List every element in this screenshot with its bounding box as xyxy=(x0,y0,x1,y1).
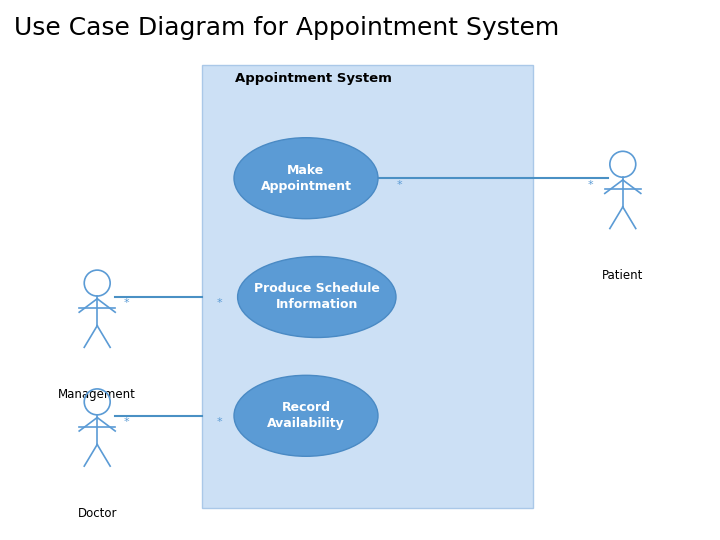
Text: Make
Appointment: Make Appointment xyxy=(261,164,351,193)
FancyBboxPatch shape xyxy=(202,65,533,508)
Text: Appointment System: Appointment System xyxy=(235,72,392,85)
Text: *: * xyxy=(397,180,402,190)
Text: *: * xyxy=(588,180,593,190)
Text: Doctor: Doctor xyxy=(78,507,117,519)
Text: *: * xyxy=(123,299,129,308)
Text: *: * xyxy=(217,299,222,308)
Text: Use Case Diagram for Appointment System: Use Case Diagram for Appointment System xyxy=(14,16,559,40)
Ellipse shape xyxy=(234,375,378,456)
Text: *: * xyxy=(123,417,129,427)
Text: Patient: Patient xyxy=(602,269,644,282)
Text: Produce Schedule
Information: Produce Schedule Information xyxy=(254,282,379,312)
Text: Record
Availability: Record Availability xyxy=(267,401,345,430)
Text: *: * xyxy=(217,417,222,427)
Ellipse shape xyxy=(238,256,396,338)
Ellipse shape xyxy=(234,138,378,219)
Text: Management: Management xyxy=(58,388,136,401)
